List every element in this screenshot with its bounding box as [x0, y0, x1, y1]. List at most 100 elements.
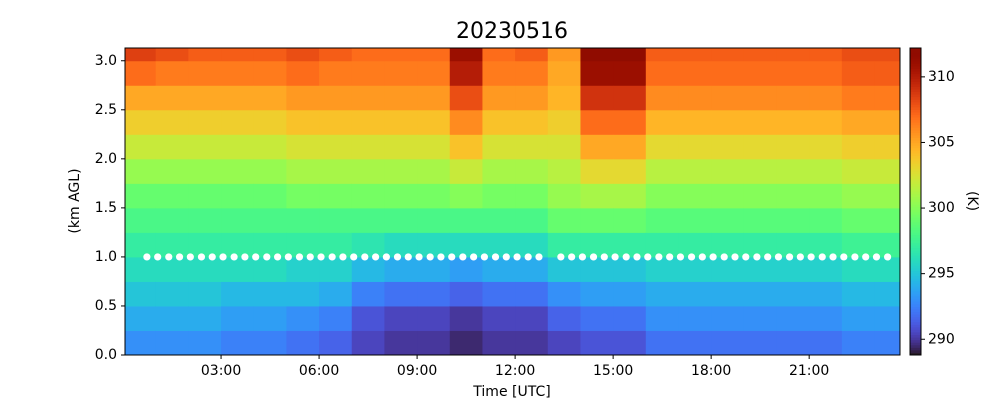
heatmap-cell [841, 256, 876, 282]
colorbar-tick-label: 305 [928, 134, 955, 150]
heatmap-cell [841, 330, 876, 355]
heatmap-cell [221, 281, 255, 307]
heatmap-cell [449, 256, 483, 282]
heatmap-cell [319, 158, 353, 184]
colorbar-segment [910, 342, 921, 346]
heatmap-cell [776, 134, 810, 160]
marker [284, 253, 292, 261]
heatmap-cell [319, 207, 353, 233]
heatmap-cell [809, 330, 843, 355]
heatmap-cell [613, 60, 647, 86]
colorbar-segment [910, 244, 921, 249]
heatmap-cell [809, 85, 843, 111]
heatmap-cell [188, 256, 222, 282]
colorbar-segment [910, 158, 921, 162]
marker [731, 253, 739, 261]
heatmap-cell [286, 207, 320, 233]
heatmap-cell [874, 281, 900, 307]
colorbar-segment [910, 163, 921, 167]
heatmap-cell [482, 60, 516, 86]
marker [862, 253, 870, 261]
heatmap-cell [351, 281, 385, 307]
colorbar-tick-label: 300 [928, 200, 955, 216]
colorbar-segment [910, 285, 921, 289]
colorbar-segment [910, 71, 921, 75]
marker [611, 253, 619, 261]
heatmap-cell [253, 158, 287, 184]
heatmap-cell [776, 158, 810, 184]
heatmap-cell [743, 134, 777, 160]
heatmap-cell [286, 60, 320, 86]
heatmap-cell [286, 281, 320, 307]
heatmap-cell [645, 232, 679, 258]
marker [241, 253, 249, 261]
heatmap-cell [645, 134, 679, 160]
heatmap-cell [515, 281, 549, 307]
marker [851, 253, 859, 261]
colorbar-segment [910, 291, 921, 295]
heatmap-cell [743, 158, 777, 184]
heatmap-cell [384, 158, 418, 184]
heatmap-cell [188, 158, 222, 184]
heatmap-cell [580, 48, 614, 62]
heatmap-cell [743, 109, 777, 135]
heatmap-cell [319, 85, 353, 111]
colorbar-segment [910, 301, 921, 305]
colorbar-segment [910, 352, 921, 356]
colorbar-segment [910, 99, 921, 103]
heatmap-cell [286, 48, 320, 62]
heatmap-cell [155, 85, 189, 111]
colorbar-segment [910, 273, 921, 277]
heatmap-cell [515, 305, 549, 331]
colorbar-segment [910, 106, 921, 110]
heatmap-cell [482, 256, 516, 282]
heatmap-cell [125, 158, 157, 184]
heatmap-cell [809, 60, 843, 86]
marker [807, 253, 815, 261]
colorbar-segment [910, 198, 921, 202]
colorbar-segment [910, 278, 921, 282]
heatmap-cell [547, 60, 581, 86]
colorbar-segment [910, 183, 921, 187]
marker [742, 253, 750, 261]
heatmap-cell [678, 305, 712, 331]
heatmap-cell [155, 232, 189, 258]
heatmap-cell [678, 134, 712, 160]
heatmap-cell [221, 158, 255, 184]
heatmap-cell [253, 85, 287, 111]
heatmap-cell [580, 158, 614, 184]
heatmap-cell [841, 134, 876, 160]
marker [470, 253, 478, 261]
colorbar-segment [910, 193, 921, 197]
marker [339, 253, 347, 261]
heatmap-cell [841, 60, 876, 86]
heatmap-cell [645, 305, 679, 331]
marker [796, 253, 804, 261]
heatmap-cell [547, 183, 581, 209]
heatmap-cell [221, 183, 255, 209]
heatmap-cell [384, 305, 418, 331]
colorbar-segment [910, 221, 921, 226]
heatmap-cell [384, 134, 418, 160]
y-axis-label: (km AGL) [67, 168, 83, 233]
heatmap-cell [645, 256, 679, 282]
heatmap-cell [482, 109, 516, 135]
colorbar-segment [910, 232, 921, 236]
heatmap-cell [351, 158, 385, 184]
heatmap-cell [188, 330, 222, 355]
heatmap-cell [613, 256, 647, 282]
heatmap-cell [809, 232, 843, 258]
heatmap-cell [417, 183, 451, 209]
heatmap-cell [155, 305, 189, 331]
heatmap-cell [874, 48, 900, 62]
colorbar-segment [910, 137, 921, 141]
heatmap-cell [384, 207, 418, 233]
heatmap-cell [155, 281, 189, 307]
colorbar-frame [909, 47, 922, 356]
heatmap-cell [125, 183, 157, 209]
heatmap-cell [776, 183, 810, 209]
heatmap-cell [482, 207, 516, 233]
heatmap-cell [319, 134, 353, 160]
colorbar-segment [910, 344, 921, 348]
heatmap-cell [286, 109, 320, 135]
